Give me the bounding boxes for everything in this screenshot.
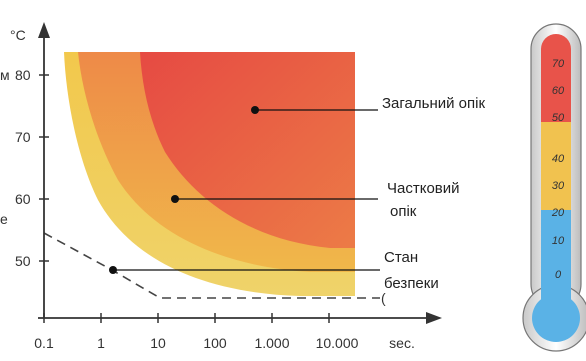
x-axis-arrow — [426, 312, 442, 324]
thermo-mark-60: 60 — [552, 85, 565, 97]
thermometer: 70 60 50 40 30 20 10 0 — [522, 23, 586, 352]
partial-burn-label-line1: Частковий — [387, 180, 460, 197]
partial-burn-label-line2: опік — [390, 203, 417, 220]
edge-fragment-m: м — [0, 67, 10, 83]
safe-state-line — [43, 232, 380, 299]
x-ticks — [43, 313, 330, 323]
x-tick-0.1: 0.1 — [34, 335, 54, 351]
x-tick-1000: 1.000 — [254, 335, 289, 351]
full-burn-label: Загальний опік — [382, 95, 485, 112]
thermo-mark-70: 70 — [552, 58, 565, 70]
x-tick-100: 100 — [203, 335, 227, 351]
safe-state-label-line1: Стан — [384, 249, 418, 266]
y-unit-label: °C — [10, 27, 26, 43]
thermo-mark-0: 0 — [555, 269, 562, 281]
x-unit-label: sec. — [389, 335, 415, 351]
y-tick-50: 50 — [15, 253, 31, 269]
y-ticks — [39, 74, 49, 262]
thermo-hot-band — [541, 34, 571, 122]
y-tick-70: 70 — [15, 129, 31, 145]
y-axis-arrow — [38, 22, 50, 38]
y-tick-80: 80 — [15, 67, 31, 83]
thermo-warm-band — [541, 122, 571, 210]
x-tick-1: 1 — [97, 335, 105, 351]
thermo-mark-30: 30 — [552, 180, 565, 192]
thermo-mark-40: 40 — [552, 153, 565, 165]
edge-fragment-e: е — [0, 211, 8, 227]
thermo-mark-20: 20 — [551, 207, 565, 219]
x-tick-10000: 10.000 — [316, 335, 359, 351]
thermo-mark-10: 10 — [552, 235, 565, 247]
y-tick-60: 60 — [15, 191, 31, 207]
safe-state-label-line2: безпеки — [384, 275, 439, 292]
thermo-mark-50: 50 — [552, 112, 565, 124]
edge-fragment-c: ( — [381, 290, 386, 306]
x-tick-10: 10 — [150, 335, 166, 351]
